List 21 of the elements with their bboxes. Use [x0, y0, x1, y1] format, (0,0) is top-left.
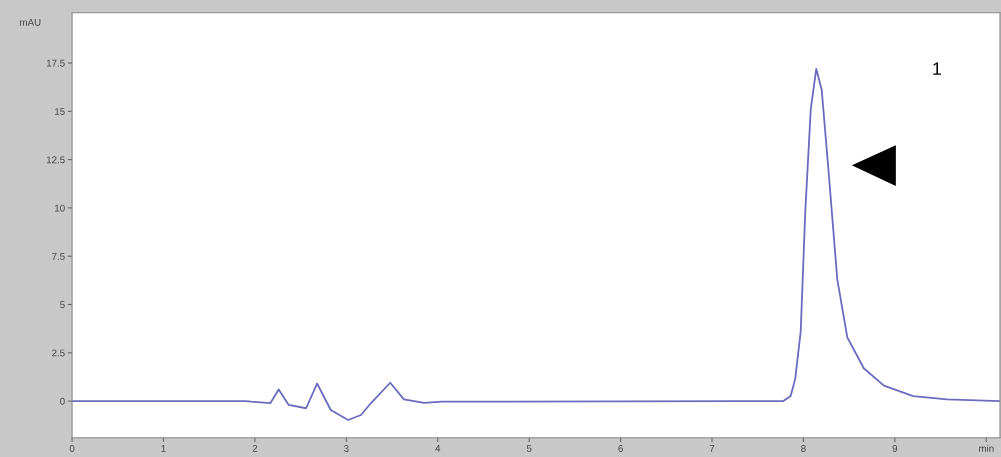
x-tick-label: 7	[709, 445, 715, 452]
x-tick-label: 0	[69, 445, 75, 452]
x-tick-label: 3	[344, 445, 349, 452]
y-tick-label: 15	[55, 108, 65, 115]
x-tick-label: 4	[435, 445, 441, 452]
y-tick-label: 17.5	[46, 59, 65, 67]
y-tick-label: 2.5	[52, 349, 65, 357]
y-tick-label: 0	[60, 397, 65, 405]
x-tick-label: 2	[252, 445, 258, 452]
annotation: 1	[933, 62, 942, 75]
x-tick-label: min	[979, 444, 994, 452]
y-tick-label: 10	[55, 204, 65, 212]
x-tick-label: 9	[892, 445, 898, 452]
x-tick-label: 5	[526, 445, 532, 452]
y-tick-label: 12.5	[46, 156, 65, 164]
x-tick-label: 8	[801, 445, 806, 452]
x-tick-label: 6	[618, 445, 623, 452]
y-tick-label: 5	[60, 301, 65, 309]
y-axis-title: mAU	[20, 18, 41, 26]
y-tick-label: 7.5	[52, 253, 65, 260]
x-tick-label: 1	[161, 445, 166, 452]
